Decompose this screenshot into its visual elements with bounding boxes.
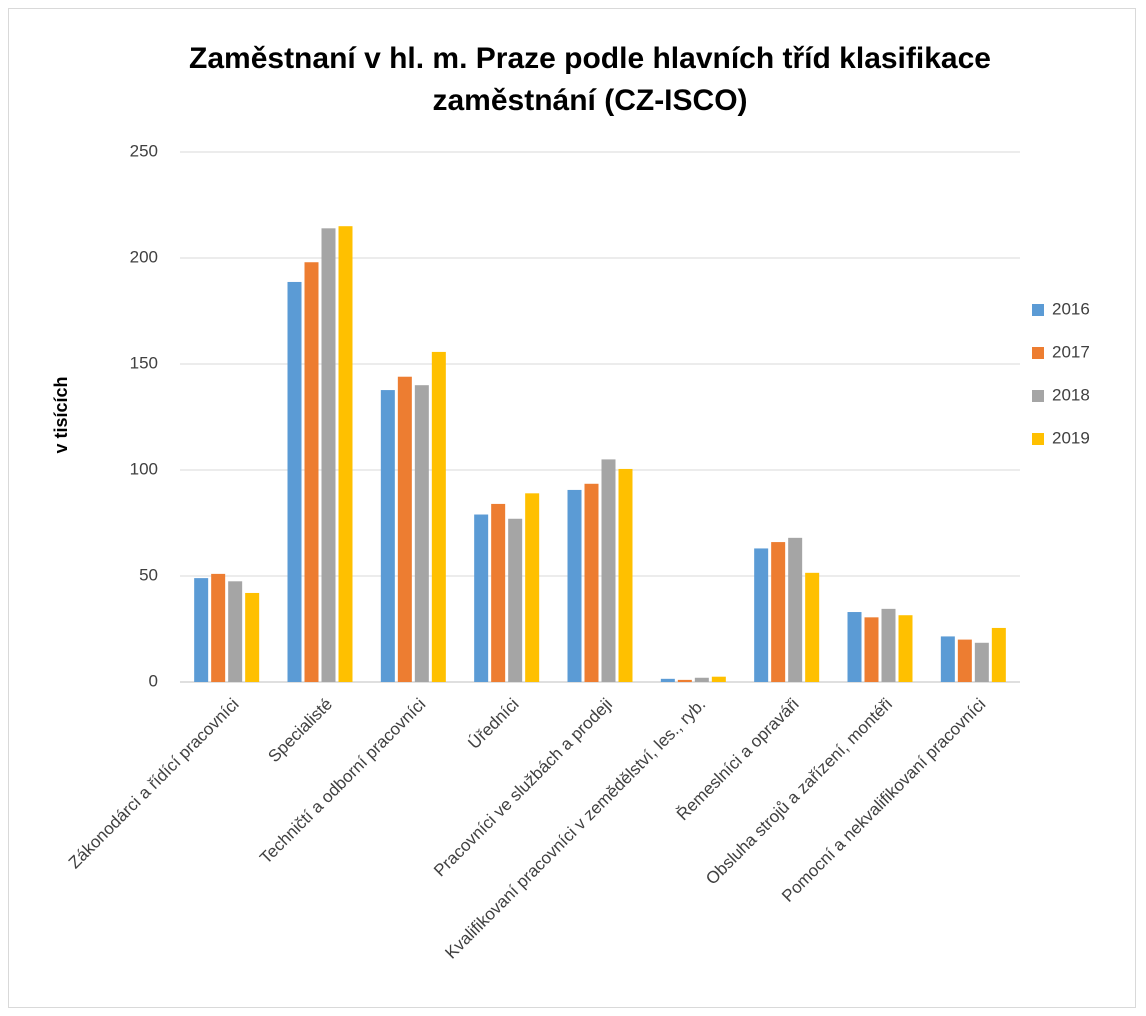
x-tick-label: Pomocní a nekvalifikovaní pracovníci [778,695,989,906]
y-tick-label: 200 [130,247,158,266]
x-tick-label: Obsluha strojů a zařízení, montéři [702,695,896,889]
bar [940,636,955,682]
bar [508,518,523,682]
bar [601,459,616,682]
legend-swatch [1032,304,1044,316]
bar [321,228,336,682]
bar [304,262,319,682]
x-tick-label: Techničtí a odborní pracovníci [256,695,429,868]
bar [245,592,260,682]
bar [338,226,353,682]
legend-swatch [1032,347,1044,359]
y-tick-label: 50 [139,565,158,584]
legend-label: 2017 [1052,342,1090,361]
bar [754,548,769,682]
bar [431,351,446,682]
y-tick-label: 150 [130,353,158,372]
chart-title: Zaměstnaní v hl. m. Praze podle hlavních… [189,42,991,117]
y-tick-label: 0 [149,671,158,690]
bar [194,578,209,682]
bar [771,542,786,682]
bar [881,608,896,682]
bar [584,483,599,682]
bar [957,639,972,682]
legend-label: 2019 [1052,428,1090,447]
legend-label: 2016 [1052,299,1090,318]
y-tick-label: 100 [130,459,158,478]
bar [525,493,540,682]
y-tick-label: 250 [130,141,158,160]
bar [474,514,489,682]
bar [414,385,429,682]
x-tick-label: Úředníci [464,695,522,753]
y-axis-label: v tisících [51,376,71,453]
bar [991,627,1006,682]
bar [805,572,820,682]
bar [864,617,879,682]
x-tick-label: Zákonodárci a řídící pracovníci [65,695,243,873]
bar [898,615,913,682]
bar [491,503,506,682]
bar [677,679,692,682]
bar [618,468,633,682]
bar [694,677,709,682]
bar [847,612,862,682]
chart-frame [8,8,1136,1008]
x-tick-label: Specialisté [264,695,336,767]
legend-swatch [1032,433,1044,445]
bar [228,581,243,682]
bar [397,376,412,682]
bar [974,642,989,682]
bar [660,678,675,682]
legend-label: 2018 [1052,385,1090,404]
bar [711,676,726,682]
bar [567,489,582,682]
bar [380,390,395,682]
legend-swatch [1032,390,1044,402]
x-tick-label: Pracovníci ve službách a prodeji [430,695,616,881]
bar [287,281,302,682]
bar [211,573,226,682]
bar [788,537,803,682]
